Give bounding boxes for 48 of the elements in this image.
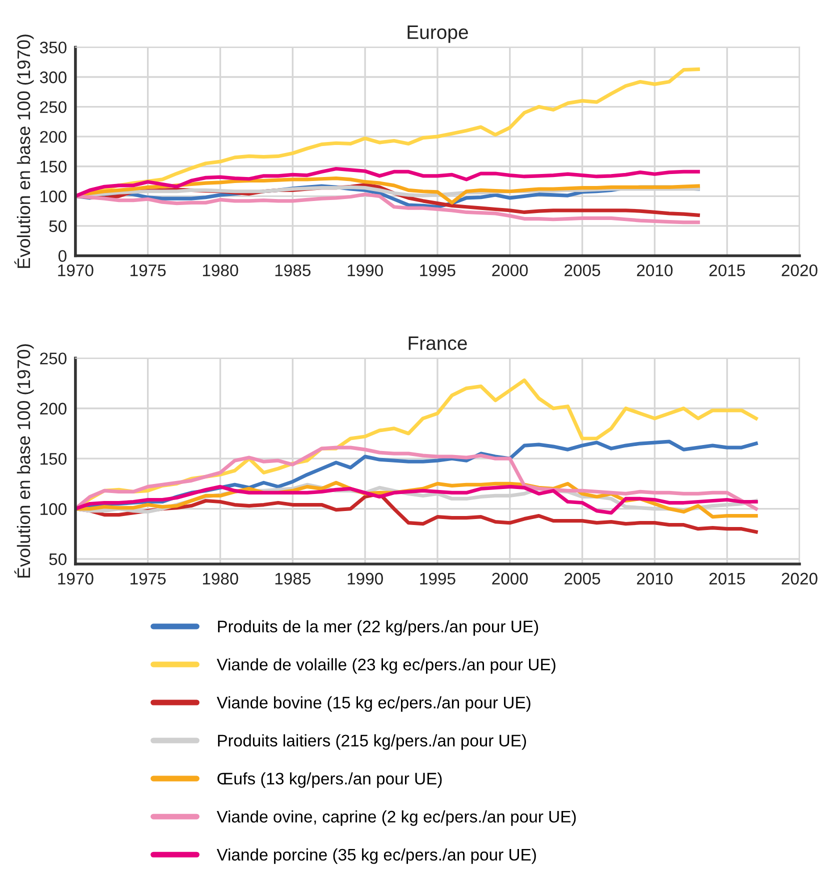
x-tick-label: 1970 [58, 572, 94, 585]
x-tick-label: 2000 [492, 572, 528, 585]
y-tick-label: 200 [40, 402, 66, 415]
x-tick-label: 2020 [782, 264, 818, 276]
x-tick-label: 2015 [709, 264, 745, 276]
y-tick-label: 350 [40, 42, 66, 54]
legend-label: Viande de volaille (23 kg ec/pers./an pour UE) [216, 658, 556, 674]
legend-label: Œufs (13 kg/pers./an pour UE) [217, 772, 442, 788]
y-axis-title: Évolution en base 100 (1970) [14, 34, 34, 268]
y-axis-title: Évolution en base 100 (1970) [14, 344, 34, 578]
legend-label: Viande ovine, caprine (2 kg ec/pers./an pour UE) [216, 810, 576, 826]
line-series [75, 166, 700, 198]
y-tick-label: 50 [49, 220, 66, 232]
y-tick-label: 200 [40, 130, 66, 143]
x-tick-label: 2000 [492, 264, 528, 276]
x-tick-label: 1975 [130, 572, 166, 585]
x-tick-label: 1995 [420, 264, 456, 276]
x-tick-label: 2005 [564, 264, 600, 276]
y-tick-label: 0 [58, 250, 66, 262]
x-tick-label: 2010 [636, 264, 673, 276]
y-tick-label: 250 [40, 352, 66, 364]
y-tick-label: 150 [40, 160, 66, 173]
x-tick-label: 2020 [782, 572, 818, 585]
x-tick-label: 1990 [348, 264, 383, 276]
x-tick-label: 1985 [275, 264, 310, 276]
x-tick-label: 1990 [348, 572, 383, 585]
y-tick-label: 50 [49, 553, 66, 566]
y-tick-label: 100 [40, 503, 66, 515]
x-tick-label: 1980 [202, 572, 238, 585]
legend-label: Viande bovine (15 kg ec/pers./an pour UE) [216, 696, 530, 712]
x-tick-label: 1970 [58, 264, 94, 276]
y-tick-label: 100 [40, 190, 66, 202]
y-tick-label: 250 [40, 101, 66, 113]
chart-title: France [408, 336, 467, 350]
x-tick-label: 1975 [130, 264, 166, 276]
x-tick-label: 2015 [709, 572, 745, 585]
chart-title: Europe [408, 26, 468, 43]
x-tick-label: 1985 [275, 572, 310, 585]
x-tick-label: 1980 [202, 264, 238, 276]
x-tick-label: 2010 [636, 572, 673, 585]
y-tick-label: 300 [40, 71, 66, 84]
legend-label: Produits de la mer (22 kg/pers./an pour UE) [218, 620, 538, 636]
y-tick-label: 150 [40, 452, 66, 465]
legend-label: Viande porcine (35 kg ec/pers./an pour UE) [216, 848, 536, 864]
line-series [75, 192, 700, 224]
legend-label: Produits laitiers (215 kg/pers./an pour UE) [218, 734, 526, 750]
x-tick-label: 1995 [420, 572, 456, 585]
x-tick-label: 2005 [564, 572, 600, 585]
